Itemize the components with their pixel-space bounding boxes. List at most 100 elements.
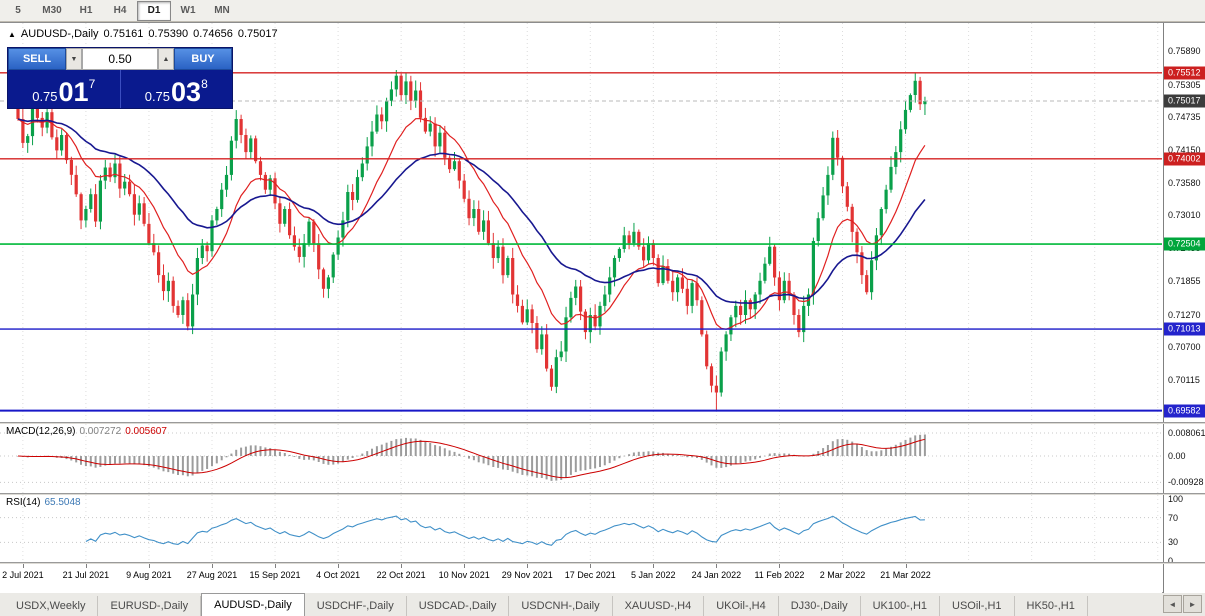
date-tick-mark: [85, 564, 87, 568]
main-chart-plot[interactable]: [0, 23, 1162, 422]
macd-plot[interactable]: [0, 424, 1162, 493]
date-tick-mark: [212, 564, 213, 568]
tab-usdx-weekly[interactable]: USDX,Weekly: [4, 596, 99, 616]
sell-price-point: 7: [88, 77, 96, 91]
macd-axis-tick: -0.00928: [1168, 477, 1204, 488]
tab-dj30-daily[interactable]: DJ30-,Daily: [779, 596, 861, 616]
chart-icon: ▲: [8, 30, 16, 39]
price-badge: 0.72504: [1164, 237, 1205, 251]
timeframe-w1[interactable]: W1: [180, 4, 196, 16]
price-axis[interactable]: 0.75890 0.75305 0.74735 0.74150 0.73580 0.730…: [1163, 23, 1205, 593]
sell-price-main: 0.75: [32, 88, 58, 104]
price-axis-tick: 0.73580: [1168, 177, 1201, 188]
date-tick-mark: [905, 564, 907, 568]
tab-scroll-controls: ◄ ►: [1160, 595, 1205, 616]
tabs-scroll-right-button[interactable]: ►: [1183, 595, 1202, 613]
tab-ukoil-h4[interactable]: UKOil-,H4: [704, 596, 779, 616]
date-label: 24 Jan 2022: [691, 570, 742, 580]
chart-tabs: USDX,Weekly EURUSD-,Daily AUDUSD-,Daily USD…: [0, 593, 1160, 616]
date-label: 2 Jul 2021: [2, 570, 44, 580]
macd-value-signal: 0.005607: [125, 426, 167, 437]
price-axis-tick: 0.71855: [1168, 276, 1201, 287]
price-axis-tick: 0.75305: [1168, 79, 1201, 90]
rsi-axis-tick: 0: [1168, 556, 1174, 566]
price-badge: 0.74002: [1164, 152, 1205, 166]
date-tick-mark: [275, 564, 276, 568]
tab-audusd-daily[interactable]: AUDUSD-,Daily: [201, 593, 305, 616]
timeframe-h1[interactable]: H1: [79, 4, 93, 16]
date-axis[interactable]: 2 Jul 2021 21 Jul 2021 9 Aug 2021 27 Aug 20…: [0, 564, 1162, 593]
date-tick-mark: [464, 564, 466, 568]
timeframe-toolbar: 5 M30 H1 H4 D1 W1 MN: [0, 0, 1205, 22]
tab-usdcad-daily[interactable]: USDCAD-,Daily: [407, 596, 510, 616]
volume-decrease-button[interactable]: ▼: [66, 48, 82, 70]
tab-usoil-h1[interactable]: USOil-,H1: [940, 596, 1015, 616]
timeframe-5[interactable]: 5: [15, 4, 21, 16]
price-axis-tick: 0.71270: [1168, 309, 1201, 320]
price-axis-tick: 0.74735: [1168, 112, 1201, 122]
tab-eurusd-daily[interactable]: EURUSD-,Daily: [98, 596, 202, 616]
macd-name: MACD(12,26,9): [6, 426, 76, 437]
date-tick-mark: [653, 564, 655, 568]
rsi-name: RSI(14): [6, 497, 41, 508]
rsi-label: RSI(14) 65.5048: [6, 497, 85, 508]
tab-xauusd-h4[interactable]: XAUUSD-,H4: [613, 596, 705, 616]
buy-price-main: 0.75: [144, 88, 171, 104]
panel-splitter[interactable]: [0, 422, 1205, 424]
symbol-name: AUDUSD-,Daily: [20, 28, 99, 40]
date-tick-mark: [401, 564, 403, 568]
tabs-scroll-left-button[interactable]: ◄: [1163, 595, 1182, 613]
price-axis-tick: 0.70115: [1168, 375, 1200, 386]
price-axis-tick: 0.73010: [1168, 210, 1201, 221]
sell-price: 0.75 01 7: [8, 70, 120, 108]
date-label: 29 Nov 2021: [501, 570, 553, 580]
date-label: 9 Aug 2021: [126, 570, 172, 580]
date-label: 27 Aug 2021: [186, 570, 238, 580]
timeframe-h4[interactable]: H4: [113, 4, 127, 16]
volume-input[interactable]: 0.50: [82, 48, 158, 70]
buy-price-point: 8: [201, 77, 208, 91]
rsi-plot[interactable]: [0, 495, 1162, 562]
date-label: 22 Oct 2021: [376, 570, 426, 580]
date-label: 17 Dec 2021: [564, 570, 616, 580]
rsi-axis-tick: 30: [1168, 537, 1179, 548]
date-tick-mark: [338, 564, 340, 568]
rsi-axis-tick: 70: [1168, 512, 1179, 523]
panel-splitter[interactable]: [0, 493, 1205, 495]
tab-usdcnh-daily[interactable]: USDCNH-,Daily: [509, 596, 613, 616]
date-tick-mark: [779, 564, 781, 568]
date-tick-mark: [22, 564, 24, 568]
timeframe-m30[interactable]: M30: [42, 4, 62, 16]
rsi-value: 65.5048: [44, 497, 81, 508]
date-tick-mark: [148, 564, 150, 568]
macd-axis-tick: 0.008061: [1168, 428, 1205, 438]
volume-increase-button[interactable]: ▲: [158, 48, 174, 70]
sell-button[interactable]: SELL: [8, 48, 66, 70]
date-tick-mark: [842, 564, 844, 568]
price-badge: 0.75512: [1164, 66, 1205, 80]
date-label: 5 Jan 2022: [631, 570, 676, 580]
date-tick-mark: [527, 564, 529, 568]
buy-button[interactable]: BUY: [174, 48, 232, 70]
timeframe-mn[interactable]: MN: [214, 4, 230, 16]
date-label: 4 Oct 2021: [316, 570, 361, 580]
price-badge: 0.75017: [1164, 94, 1205, 108]
sell-price-pips: 01: [58, 77, 89, 108]
tab-hk50-h1[interactable]: HK50-,H1: [1015, 596, 1088, 616]
one-click-trading-panel: SELL ▼ 0.50 ▲ BUY 0.75 01 7 0.75 03 8: [7, 47, 233, 109]
chart-area: ▲ AUDUSD-,Daily 0.75161 0.75390 0.74656 0.750…: [0, 22, 1205, 593]
date-label: 15 Sep 2021: [249, 570, 301, 580]
chart-symbol-header: ▲ AUDUSD-,Daily 0.75161 0.75390 0.74656 0.750…: [8, 28, 283, 40]
chart-tab-bar: USDX,Weekly EURUSD-,Daily AUDUSD-,Daily USD…: [0, 592, 1205, 616]
ohlc-low: 0.74656: [193, 28, 233, 40]
panel-splitter[interactable]: [0, 562, 1205, 564]
tab-uk100-h1[interactable]: UK100-,H1: [861, 596, 941, 616]
tab-usdchf-daily[interactable]: USDCHF-,Daily: [305, 596, 407, 616]
price-axis-tick: 0.74150: [1168, 145, 1201, 156]
date-label: 21 Mar 2022: [880, 570, 931, 580]
timeframe-d1[interactable]: D1: [137, 0, 171, 21]
rsi-axis-tick: 100: [1168, 494, 1184, 504]
date-label: 11 Feb 2022: [754, 570, 805, 580]
price-badge: 0.69582: [1164, 404, 1205, 418]
